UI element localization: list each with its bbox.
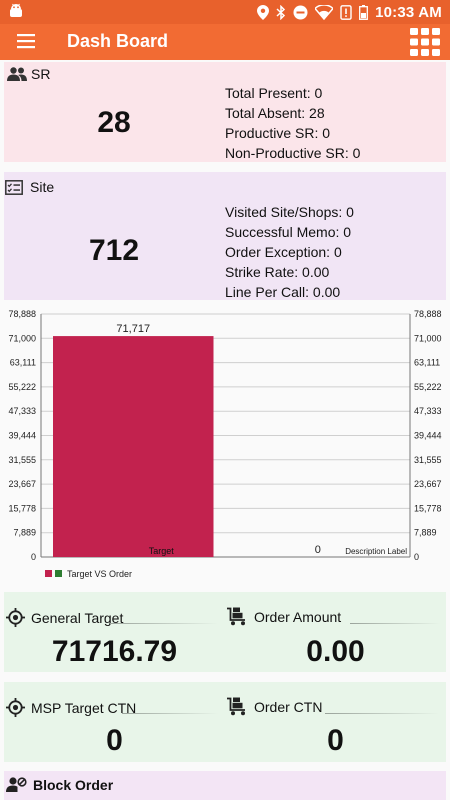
- cart-icon: [227, 697, 245, 716]
- y-tick-label-right: 31,555: [414, 455, 442, 465]
- y-tick-label-left: 23,667: [8, 479, 36, 489]
- legend-label: Target VS Order: [67, 569, 132, 579]
- site-successful-memo: Successful Memo: 0: [225, 224, 352, 240]
- chart-description: Description Label: [345, 547, 407, 556]
- order-ctn-label: Order CTN: [254, 698, 323, 715]
- general-target-value: 71716.79: [51, 635, 178, 668]
- y-tick-label-right: 78,888: [414, 309, 442, 319]
- sr-non-productive: Non-Productive SR: 0: [225, 145, 361, 161]
- cart-icon: [227, 607, 245, 626]
- category-label: Target: [149, 546, 175, 556]
- msp-target-ctn-metric: MSP Target CTN 0: [4, 682, 225, 762]
- sr-stats: Total Present: 0 Total Absent: 28 Produc…: [225, 83, 360, 163]
- y-tick-label-left: 15,778: [8, 503, 36, 513]
- sr-header: SR: [7, 66, 50, 82]
- grid-menu-icon[interactable]: [410, 28, 440, 56]
- target-order-amount-card[interactable]: General Target 71716.79 Order Amount 0.0…: [4, 592, 446, 672]
- site-visited: Visited Site/Shops: 0: [225, 204, 354, 220]
- y-tick-label-left: 78,888: [8, 309, 36, 319]
- site-count: 712: [88, 234, 140, 267]
- y-tick-label-left: 39,444: [8, 431, 36, 441]
- y-tick-label-right: 47,333: [414, 406, 442, 416]
- do-not-disturb-icon: [293, 5, 308, 19]
- people-icon: [7, 67, 27, 81]
- bar-value-label: 0: [315, 544, 321, 556]
- order-ctn-metric: Order CTN 0: [225, 682, 446, 762]
- location-icon: [257, 4, 270, 20]
- divider: [325, 713, 439, 714]
- divider: [350, 623, 440, 624]
- android-icon: [10, 3, 22, 17]
- y-tick-label-right: 0: [414, 552, 419, 562]
- sr-count: 28: [97, 106, 131, 139]
- order-amount-label: Order Amount: [254, 608, 342, 625]
- y-tick-label-right: 39,444: [414, 431, 442, 441]
- order-amount-value: 0.00: [306, 635, 365, 668]
- block-order-header: Block Order: [6, 777, 113, 793]
- hamburger-menu-icon[interactable]: [16, 32, 36, 50]
- msp-target-ctn-label: MSP Target CTN: [31, 699, 137, 716]
- site-line-per-call: Line Per Call: 0.00: [225, 284, 341, 300]
- y-tick-label-right: 55,222: [414, 382, 442, 392]
- target-vs-order-chart[interactable]: 0 0 7,889 7,889 15,778 15,778 23,667 23,667 31,5…: [0, 303, 450, 585]
- y-tick-label-right: 71,000: [414, 333, 442, 343]
- block-order-card[interactable]: Block Order: [4, 771, 446, 800]
- site-order-exception: Order Exception: 0: [225, 244, 342, 260]
- y-tick-label-left: 47,333: [8, 406, 36, 416]
- person-blocked-icon: [6, 777, 27, 792]
- site-card[interactable]: Site 712 Visited Site/Shops: 0 Successfu…: [4, 172, 446, 300]
- target-icon: [6, 608, 25, 627]
- order-amount-metric: Order Amount 0.00: [225, 592, 446, 672]
- battery-icon: [359, 4, 369, 20]
- bar-value-label: 71,717: [116, 323, 150, 335]
- page-title: Dash Board: [67, 31, 169, 51]
- bar-target: [53, 336, 214, 557]
- msp-order-ctn-card[interactable]: MSP Target CTN 0 Order CTN 0: [4, 682, 446, 762]
- divider: [122, 713, 218, 714]
- sr-total-present: Total Present: 0: [225, 85, 323, 101]
- y-tick-label-left: 31,555: [8, 455, 36, 465]
- general-target-label: General Target: [31, 609, 124, 626]
- y-tick-label-right: 63,111: [414, 358, 440, 368]
- alert-icon: [340, 4, 352, 20]
- checklist-icon: [5, 179, 23, 195]
- divider: [110, 623, 218, 624]
- legend-swatch-order: [55, 570, 62, 577]
- sr-productive: Productive SR: 0: [225, 125, 331, 141]
- bar-chart[interactable]: 0 0 7,889 7,889 15,778 15,778 23,667 23,667 31,5…: [0, 303, 450, 585]
- wifi-icon: [315, 4, 334, 20]
- legend-swatch-target: [45, 570, 52, 577]
- target-icon: [6, 698, 25, 717]
- y-tick-label-left: 55,222: [8, 382, 36, 392]
- sr-card[interactable]: SR 28 Total Present: 0 Total Absent: 28 …: [4, 62, 446, 162]
- site-header: Site: [5, 179, 54, 195]
- site-label: Site: [30, 179, 55, 195]
- order-ctn-value: 0: [327, 724, 344, 757]
- sr-label: SR: [31, 66, 51, 82]
- msp-target-ctn-value: 0: [106, 724, 123, 757]
- bluetooth-icon: [276, 4, 286, 20]
- status-time: 10:33 AM: [375, 3, 442, 21]
- y-tick-label-left: 7,889: [13, 528, 36, 538]
- y-tick-label-right: 23,667: [414, 479, 442, 489]
- y-tick-label-left: 0: [31, 552, 36, 562]
- block-order-label: Block Order: [33, 777, 114, 793]
- y-tick-label-right: 15,778: [414, 503, 442, 513]
- status-bar: 10:33 AM: [0, 0, 450, 24]
- app-bar: Dash Board: [0, 24, 450, 60]
- y-tick-label-left: 63,111: [10, 358, 36, 368]
- y-tick-label-left: 71,000: [8, 333, 36, 343]
- y-tick-label-right: 7,889: [414, 528, 437, 538]
- site-strike-rate: Strike Rate: 0.00: [225, 264, 330, 280]
- general-target-metric: General Target 71716.79: [4, 592, 225, 672]
- sr-total-absent: Total Absent: 28: [225, 105, 325, 121]
- site-stats: Visited Site/Shops: 0 Successful Memo: 0…: [225, 202, 354, 302]
